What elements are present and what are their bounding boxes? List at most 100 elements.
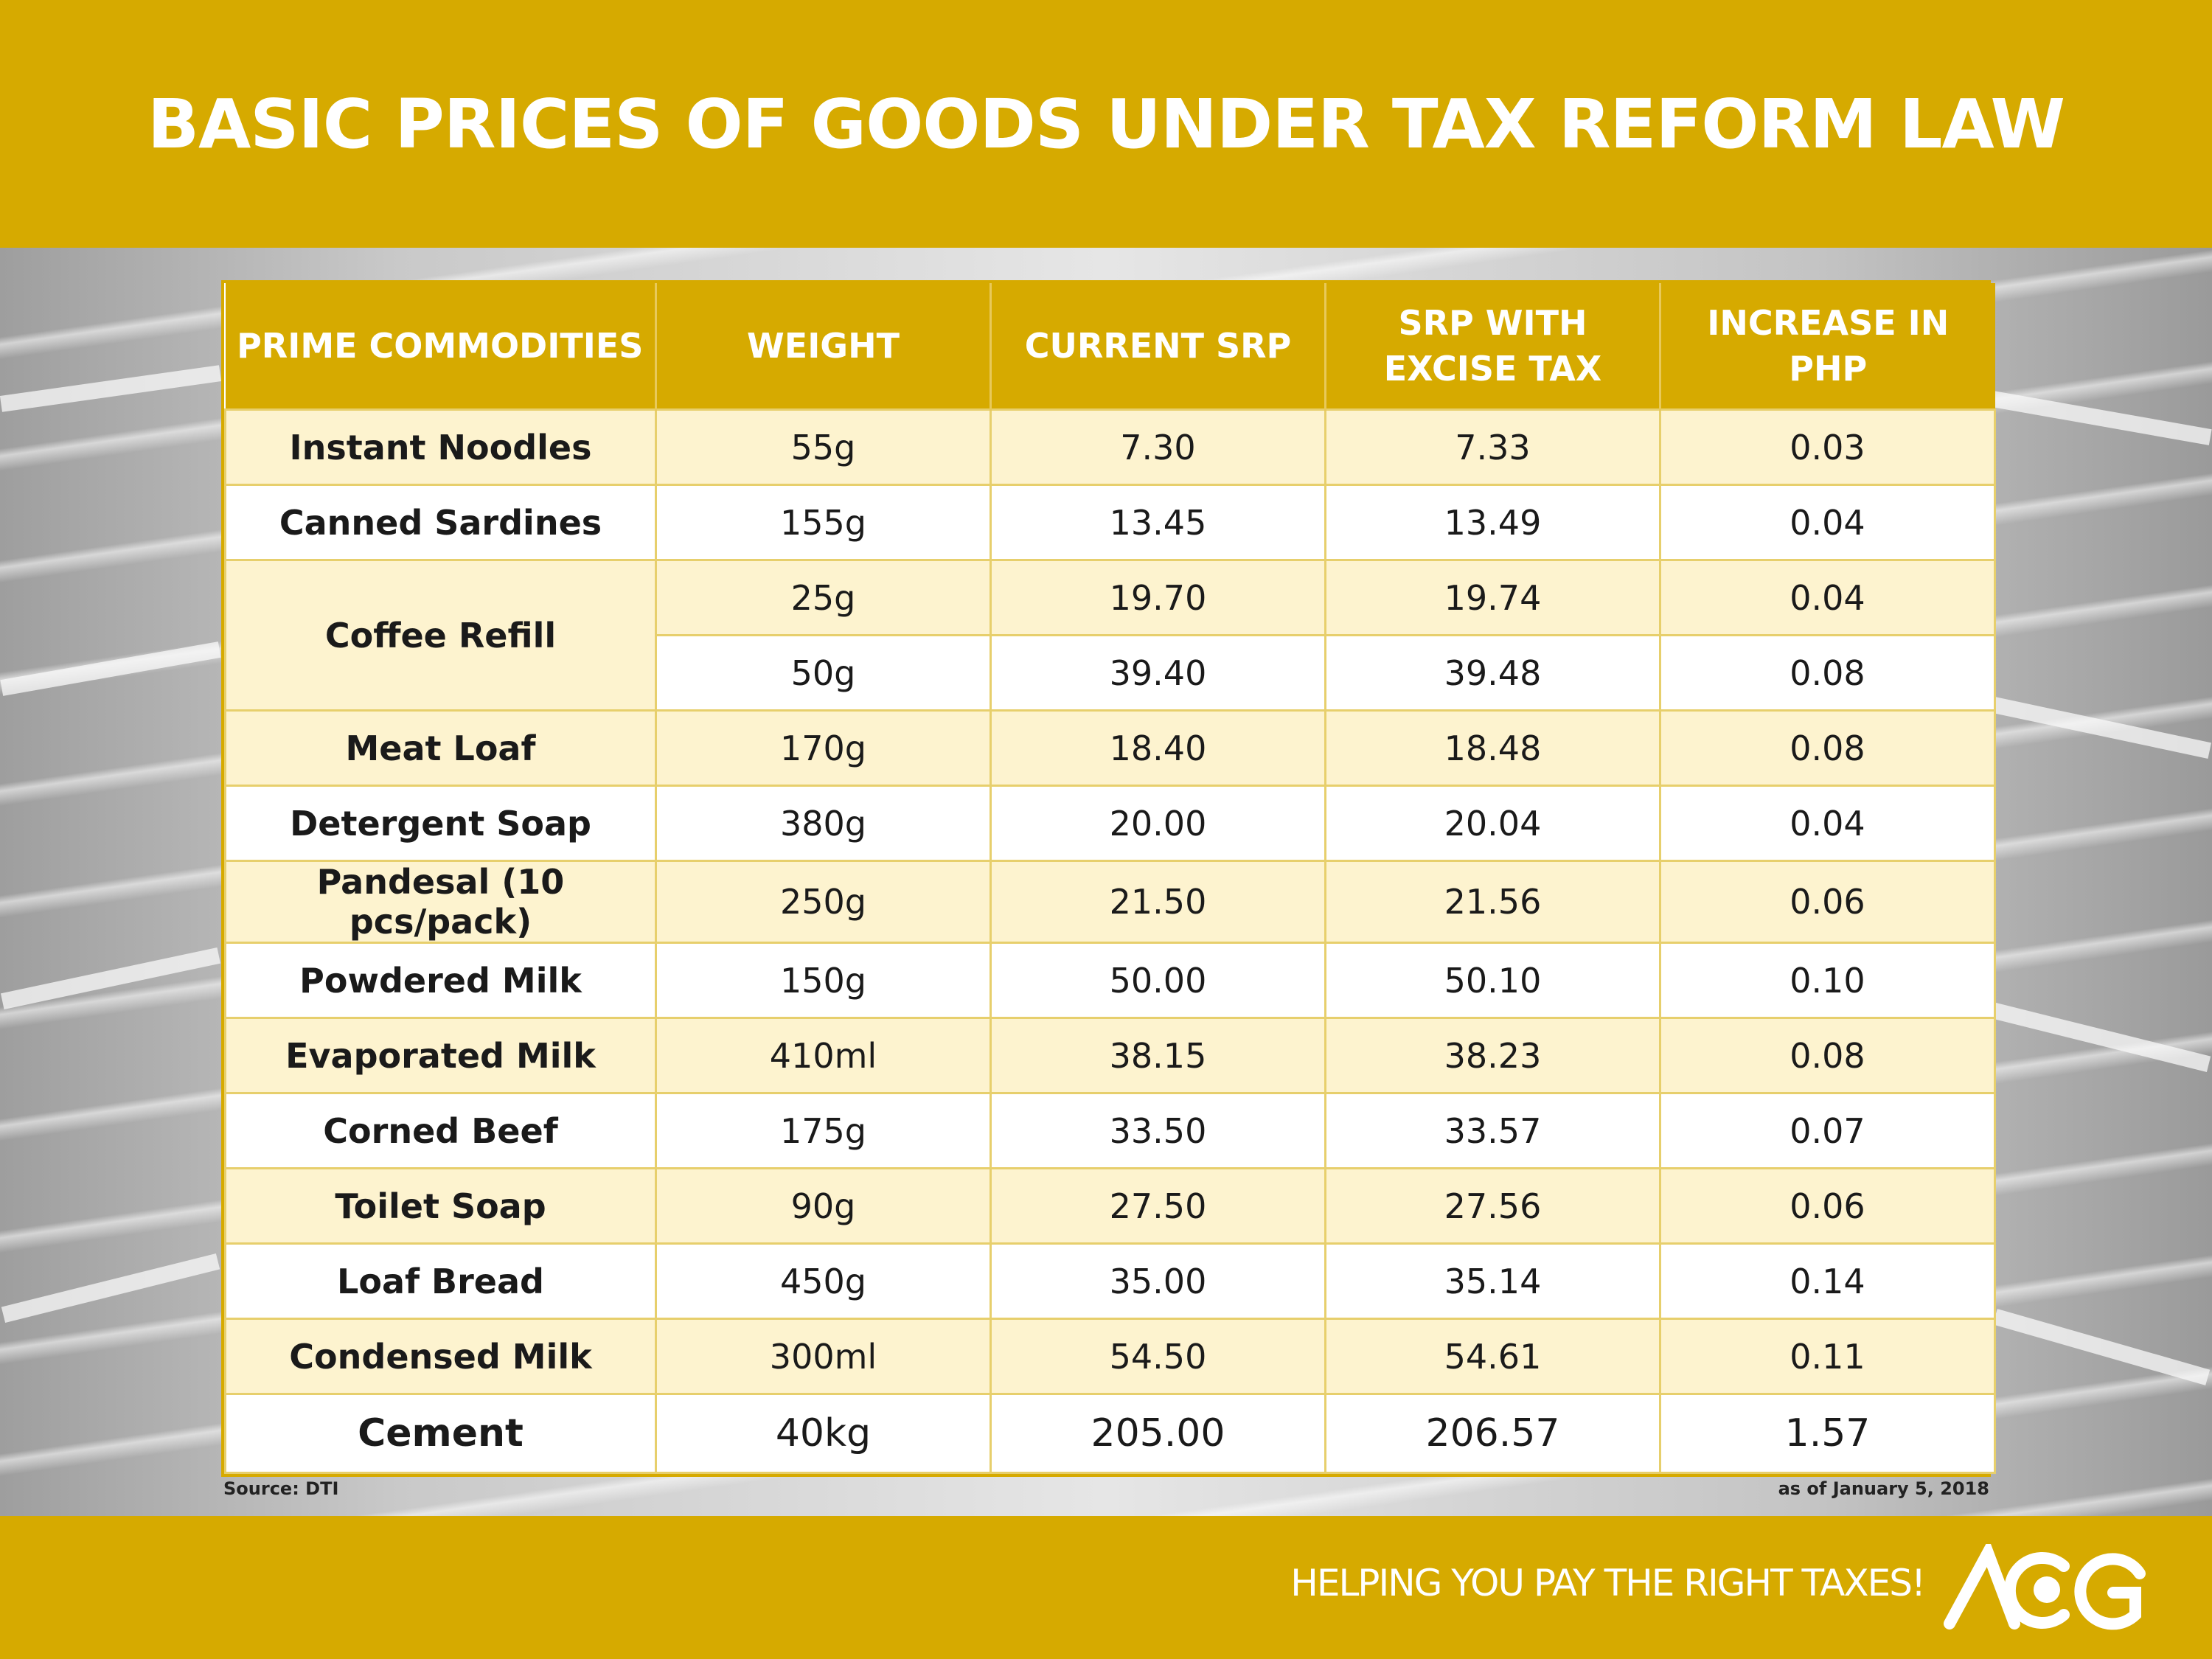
cell-weight: 155g bbox=[655, 484, 992, 561]
cell-item: Toilet Soap bbox=[224, 1167, 657, 1245]
shelf-decoration bbox=[1991, 697, 2212, 759]
table-header-row: PRIME COMMODITIES WEIGHT CURRENT SRP SRP… bbox=[225, 283, 1995, 410]
cell-current-srp: 7.30 bbox=[990, 408, 1326, 486]
cell-srp-with-tax: 18.48 bbox=[1324, 709, 1661, 787]
header-current-srp: CURRENT SRP bbox=[990, 283, 1326, 410]
cell-current-srp: 19.70 bbox=[990, 559, 1326, 636]
table-row: Toilet Soap 90g 27.50 27.56 0.06 bbox=[224, 1167, 1996, 1245]
cell-increase: 0.06 bbox=[1659, 860, 1996, 944]
cell-item: Corned Beef bbox=[224, 1092, 657, 1169]
shelf-decoration bbox=[0, 641, 221, 696]
tagline: HELPING YOU PAY THE RIGHT TAXES! bbox=[1290, 1562, 1926, 1604]
header-weight: WEIGHT bbox=[655, 283, 992, 410]
table-row: Pandesal (10 pcs/pack) 250g 21.50 21.56 … bbox=[224, 860, 1996, 944]
cell-weight: 380g bbox=[655, 785, 992, 862]
price-table: PRIME COMMODITIES WEIGHT CURRENT SRP SRP… bbox=[221, 280, 1996, 1477]
cell-srp-with-tax: 13.49 bbox=[1324, 484, 1661, 561]
table-row: 50g 39.40 39.48 0.08 bbox=[226, 634, 1996, 712]
acg-logo bbox=[1944, 1544, 2146, 1630]
cell-srp-with-tax: 27.56 bbox=[1324, 1167, 1661, 1245]
cell-increase: 0.08 bbox=[1659, 709, 1996, 787]
cell-increase: 0.04 bbox=[1659, 484, 1996, 561]
cell-increase: 0.04 bbox=[1659, 559, 1996, 636]
cell-increase: 0.11 bbox=[1659, 1318, 1996, 1395]
cell-srp-with-tax: 54.61 bbox=[1324, 1318, 1661, 1395]
cell-current-srp: 54.50 bbox=[990, 1318, 1326, 1395]
cell-item: Coffee Refill bbox=[224, 559, 657, 712]
cell-srp-with-tax: 7.33 bbox=[1324, 408, 1661, 486]
cell-item: Instant Noodles bbox=[224, 408, 657, 486]
cell-srp-with-tax: 33.57 bbox=[1324, 1092, 1661, 1169]
cell-increase: 0.14 bbox=[1659, 1242, 1996, 1320]
cell-increase: 0.06 bbox=[1659, 1167, 1996, 1245]
cell-item: Detergent Soap bbox=[224, 785, 657, 862]
cell-weight: 50g bbox=[655, 634, 992, 712]
shelf-decoration bbox=[0, 947, 221, 1009]
cell-increase: 1.57 bbox=[1659, 1393, 1996, 1474]
cell-current-srp: 38.15 bbox=[990, 1017, 1326, 1094]
cell-increase: 0.03 bbox=[1659, 408, 1996, 486]
table-row: Condensed Milk 300ml 54.50 54.61 0.11 bbox=[224, 1318, 1996, 1395]
shelf-decoration bbox=[1991, 391, 2212, 445]
cell-weight: 170g bbox=[655, 709, 992, 787]
cell-srp-with-tax: 21.56 bbox=[1324, 860, 1661, 944]
cell-srp-with-tax: 206.57 bbox=[1324, 1393, 1661, 1474]
table-row: Loaf Bread 450g 35.00 35.14 0.14 bbox=[224, 1242, 1996, 1320]
cell-weight: 410ml bbox=[655, 1017, 992, 1094]
cell-srp-with-tax: 39.48 bbox=[1324, 634, 1661, 712]
cell-increase: 0.10 bbox=[1659, 942, 1996, 1019]
cell-increase: 0.08 bbox=[1659, 634, 1996, 712]
cell-current-srp: 205.00 bbox=[990, 1393, 1326, 1474]
table-row: Powdered Milk 150g 50.00 50.10 0.10 bbox=[224, 942, 1996, 1019]
cell-weight: 90g bbox=[655, 1167, 992, 1245]
footer-banner: HELPING YOU PAY THE RIGHT TAXES! bbox=[0, 1516, 2212, 1659]
cell-weight: 25g bbox=[655, 559, 992, 636]
cell-item: Loaf Bread bbox=[224, 1242, 657, 1320]
cell-item: Evaporated Milk bbox=[224, 1017, 657, 1094]
table-row: Canned Sardines 155g 13.45 13.49 0.04 bbox=[224, 484, 1996, 561]
cell-item: Powdered Milk bbox=[224, 942, 657, 1019]
shelf-decoration bbox=[1992, 1003, 2211, 1072]
table-row: Meat Loaf 170g 18.40 18.48 0.08 bbox=[224, 709, 1996, 787]
cell-current-srp: 18.40 bbox=[990, 709, 1326, 787]
page-title: BASIC PRICES OF GOODS UNDER TAX REFORM L… bbox=[147, 84, 2065, 164]
cell-item: Pandesal (10 pcs/pack) bbox=[224, 860, 657, 944]
title-banner: BASIC PRICES OF GOODS UNDER TAX REFORM L… bbox=[0, 0, 2212, 248]
date-note: as of January 5, 2018 bbox=[1778, 1478, 1989, 1499]
header-prime-commodities: PRIME COMMODITIES bbox=[225, 283, 657, 410]
cell-weight: 175g bbox=[655, 1092, 992, 1169]
cell-current-srp: 35.00 bbox=[990, 1242, 1326, 1320]
table-row: Evaporated Milk 410ml 38.15 38.23 0.08 bbox=[224, 1017, 1996, 1094]
cell-current-srp: 20.00 bbox=[990, 785, 1326, 862]
cell-weight: 55g bbox=[655, 408, 992, 486]
cell-item: Condensed Milk bbox=[224, 1318, 657, 1395]
cell-increase: 0.07 bbox=[1659, 1092, 1996, 1169]
cell-weight: 300ml bbox=[655, 1318, 992, 1395]
cell-current-srp: 27.50 bbox=[990, 1167, 1326, 1245]
cell-weight: 150g bbox=[655, 942, 992, 1019]
cell-srp-with-tax: 38.23 bbox=[1324, 1017, 1661, 1094]
cell-current-srp: 50.00 bbox=[990, 942, 1326, 1019]
cell-weight: 450g bbox=[655, 1242, 992, 1320]
cell-current-srp: 39.40 bbox=[990, 634, 1326, 712]
cell-weight: 250g bbox=[655, 860, 992, 944]
cell-item: Meat Loaf bbox=[224, 709, 657, 787]
cell-srp-with-tax: 50.10 bbox=[1324, 942, 1661, 1019]
cell-item: Canned Sardines bbox=[224, 484, 657, 561]
table-row: Corned Beef 175g 33.50 33.57 0.07 bbox=[224, 1092, 1996, 1169]
cell-item: Cement bbox=[224, 1393, 657, 1474]
cell-current-srp: 33.50 bbox=[990, 1092, 1326, 1169]
table-row: Coffee Refill 25g 19.70 19.74 0.04 bbox=[224, 559, 1996, 712]
header-increase-in-php: INCREASE IN PHP bbox=[1660, 283, 1995, 410]
cell-current-srp: 13.45 bbox=[990, 484, 1326, 561]
cell-increase: 0.08 bbox=[1659, 1017, 1996, 1094]
shelf-decoration bbox=[1992, 1309, 2211, 1385]
shelf-decoration bbox=[0, 365, 222, 412]
cell-srp-with-tax: 19.74 bbox=[1324, 559, 1661, 636]
source-note: Source: DTI bbox=[223, 1478, 339, 1499]
shelf-decoration bbox=[1, 1253, 220, 1323]
table-row: Instant Noodles 55g 7.30 7.33 0.03 bbox=[224, 408, 1996, 486]
table-row: Cement 40kg 205.00 206.57 1.57 bbox=[224, 1393, 1996, 1474]
cell-weight: 40kg bbox=[655, 1393, 992, 1474]
table-row: Detergent Soap 380g 20.00 20.04 0.04 bbox=[224, 785, 1996, 862]
